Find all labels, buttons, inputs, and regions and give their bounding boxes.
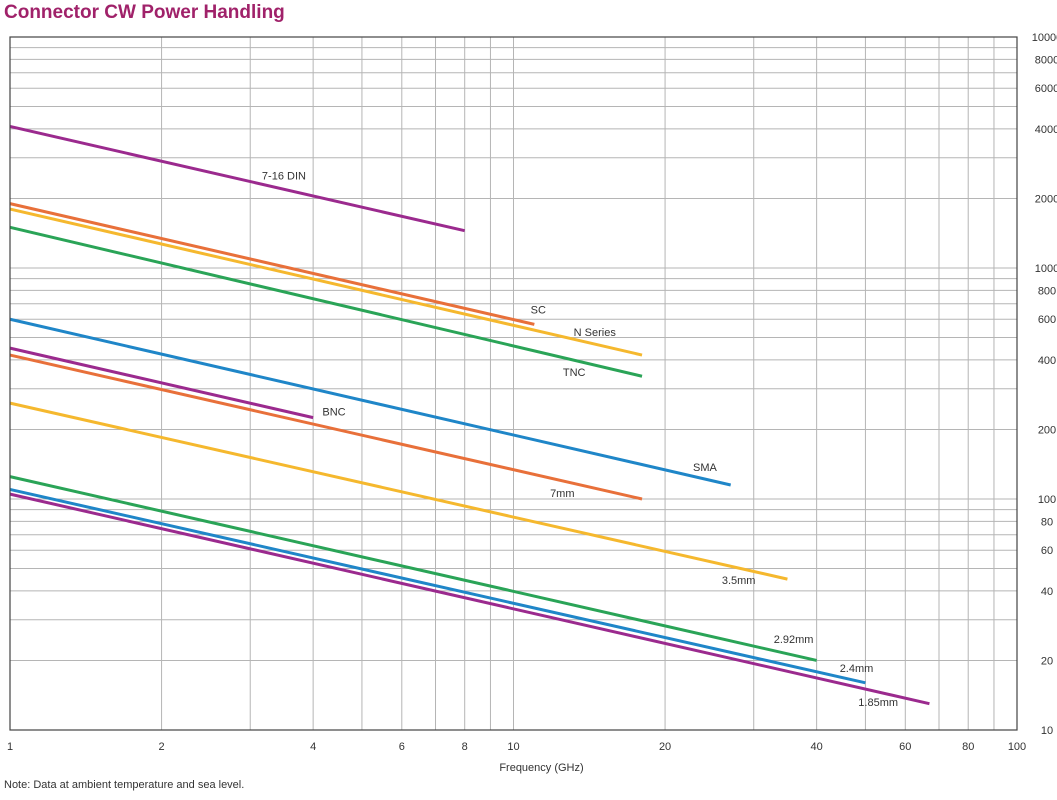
x-tick-label: 10 <box>507 741 519 753</box>
series-line-sma <box>9 317 732 487</box>
series-line-sc <box>9 202 535 326</box>
x-tick-label: 60 <box>899 741 911 753</box>
y-tick-label: 40 <box>1041 586 1053 598</box>
series-line-3-5mm <box>9 401 788 581</box>
x-tick-label: 40 <box>811 741 823 753</box>
series-line-7mm <box>9 353 643 501</box>
series-label: 3.5mm <box>722 575 756 587</box>
series-line-7-16-din <box>9 124 466 233</box>
x-tick-label: 8 <box>462 741 468 753</box>
series-line-2-4mm <box>9 487 866 685</box>
series-label: 2.92mm <box>774 634 814 646</box>
x-tick-labels: 1 2 4 6 8 10 20 40 60 80 100 <box>7 741 1026 753</box>
series-label: BNC <box>322 406 345 418</box>
x-tick-label: 100 <box>1008 741 1026 753</box>
series-label: 1.85mm <box>858 697 898 709</box>
y-tick-label: 1000 <box>1035 263 1057 275</box>
chart-title: Connector CW Power Handling <box>4 2 285 23</box>
series-label: 7mm <box>550 488 574 500</box>
series-labels: 7-16 DIN SC N Series TNC SMA BNC 7mm 3.5mm 2.92m… <box>262 170 898 709</box>
y-tick-label: 10 <box>1041 725 1053 737</box>
plot-frame <box>9 36 1018 731</box>
y-tick-label: 2000 <box>1035 193 1057 205</box>
series-label: SC <box>531 304 546 316</box>
series-line-2-92mm <box>9 475 817 662</box>
y-tick-label: 6000 <box>1035 83 1057 95</box>
x-tick-label: 2 <box>159 741 165 753</box>
series-line-bnc <box>9 346 314 420</box>
series-lines <box>9 124 930 706</box>
series-label: N Series <box>574 327 617 339</box>
series-label: TNC <box>563 367 586 379</box>
y-tick-label: 80 <box>1041 516 1053 528</box>
series-label: 7-16 DIN <box>262 170 306 182</box>
y-tick-label: 800 <box>1038 285 1056 297</box>
x-tick-label: 80 <box>962 741 974 753</box>
x-tick-label: 1 <box>7 741 13 753</box>
y-tick-label: 20 <box>1041 655 1053 667</box>
y-tick-labels: 10 20 40 60 80 100 200 400 600 800 1000 2000 4000 600… <box>1032 32 1057 737</box>
y-tick-label: 200 <box>1038 424 1056 436</box>
y-tick-label: 400 <box>1038 355 1056 367</box>
series-label: SMA <box>693 462 718 474</box>
footnote: Note: Data at ambient temperature and se… <box>4 779 245 791</box>
y-tick-label: 8000 <box>1035 54 1057 66</box>
series-line-tnc <box>9 225 643 378</box>
y-tick-label: 100 <box>1038 494 1056 506</box>
y-tick-label: 60 <box>1041 545 1053 557</box>
series-line-1-85mm <box>9 492 930 706</box>
series-line-n-series <box>9 207 643 357</box>
x-tick-label: 6 <box>399 741 405 753</box>
x-tick-label: 20 <box>659 741 671 753</box>
x-tick-label: 4 <box>310 741 316 753</box>
y-tick-label: 600 <box>1038 314 1056 326</box>
y-tick-label: 4000 <box>1035 124 1057 136</box>
series-label: 2.4mm <box>840 663 874 675</box>
x-axis-label: Frequency (GHz) <box>499 762 583 774</box>
y-tick-label: 10000 <box>1032 32 1057 44</box>
